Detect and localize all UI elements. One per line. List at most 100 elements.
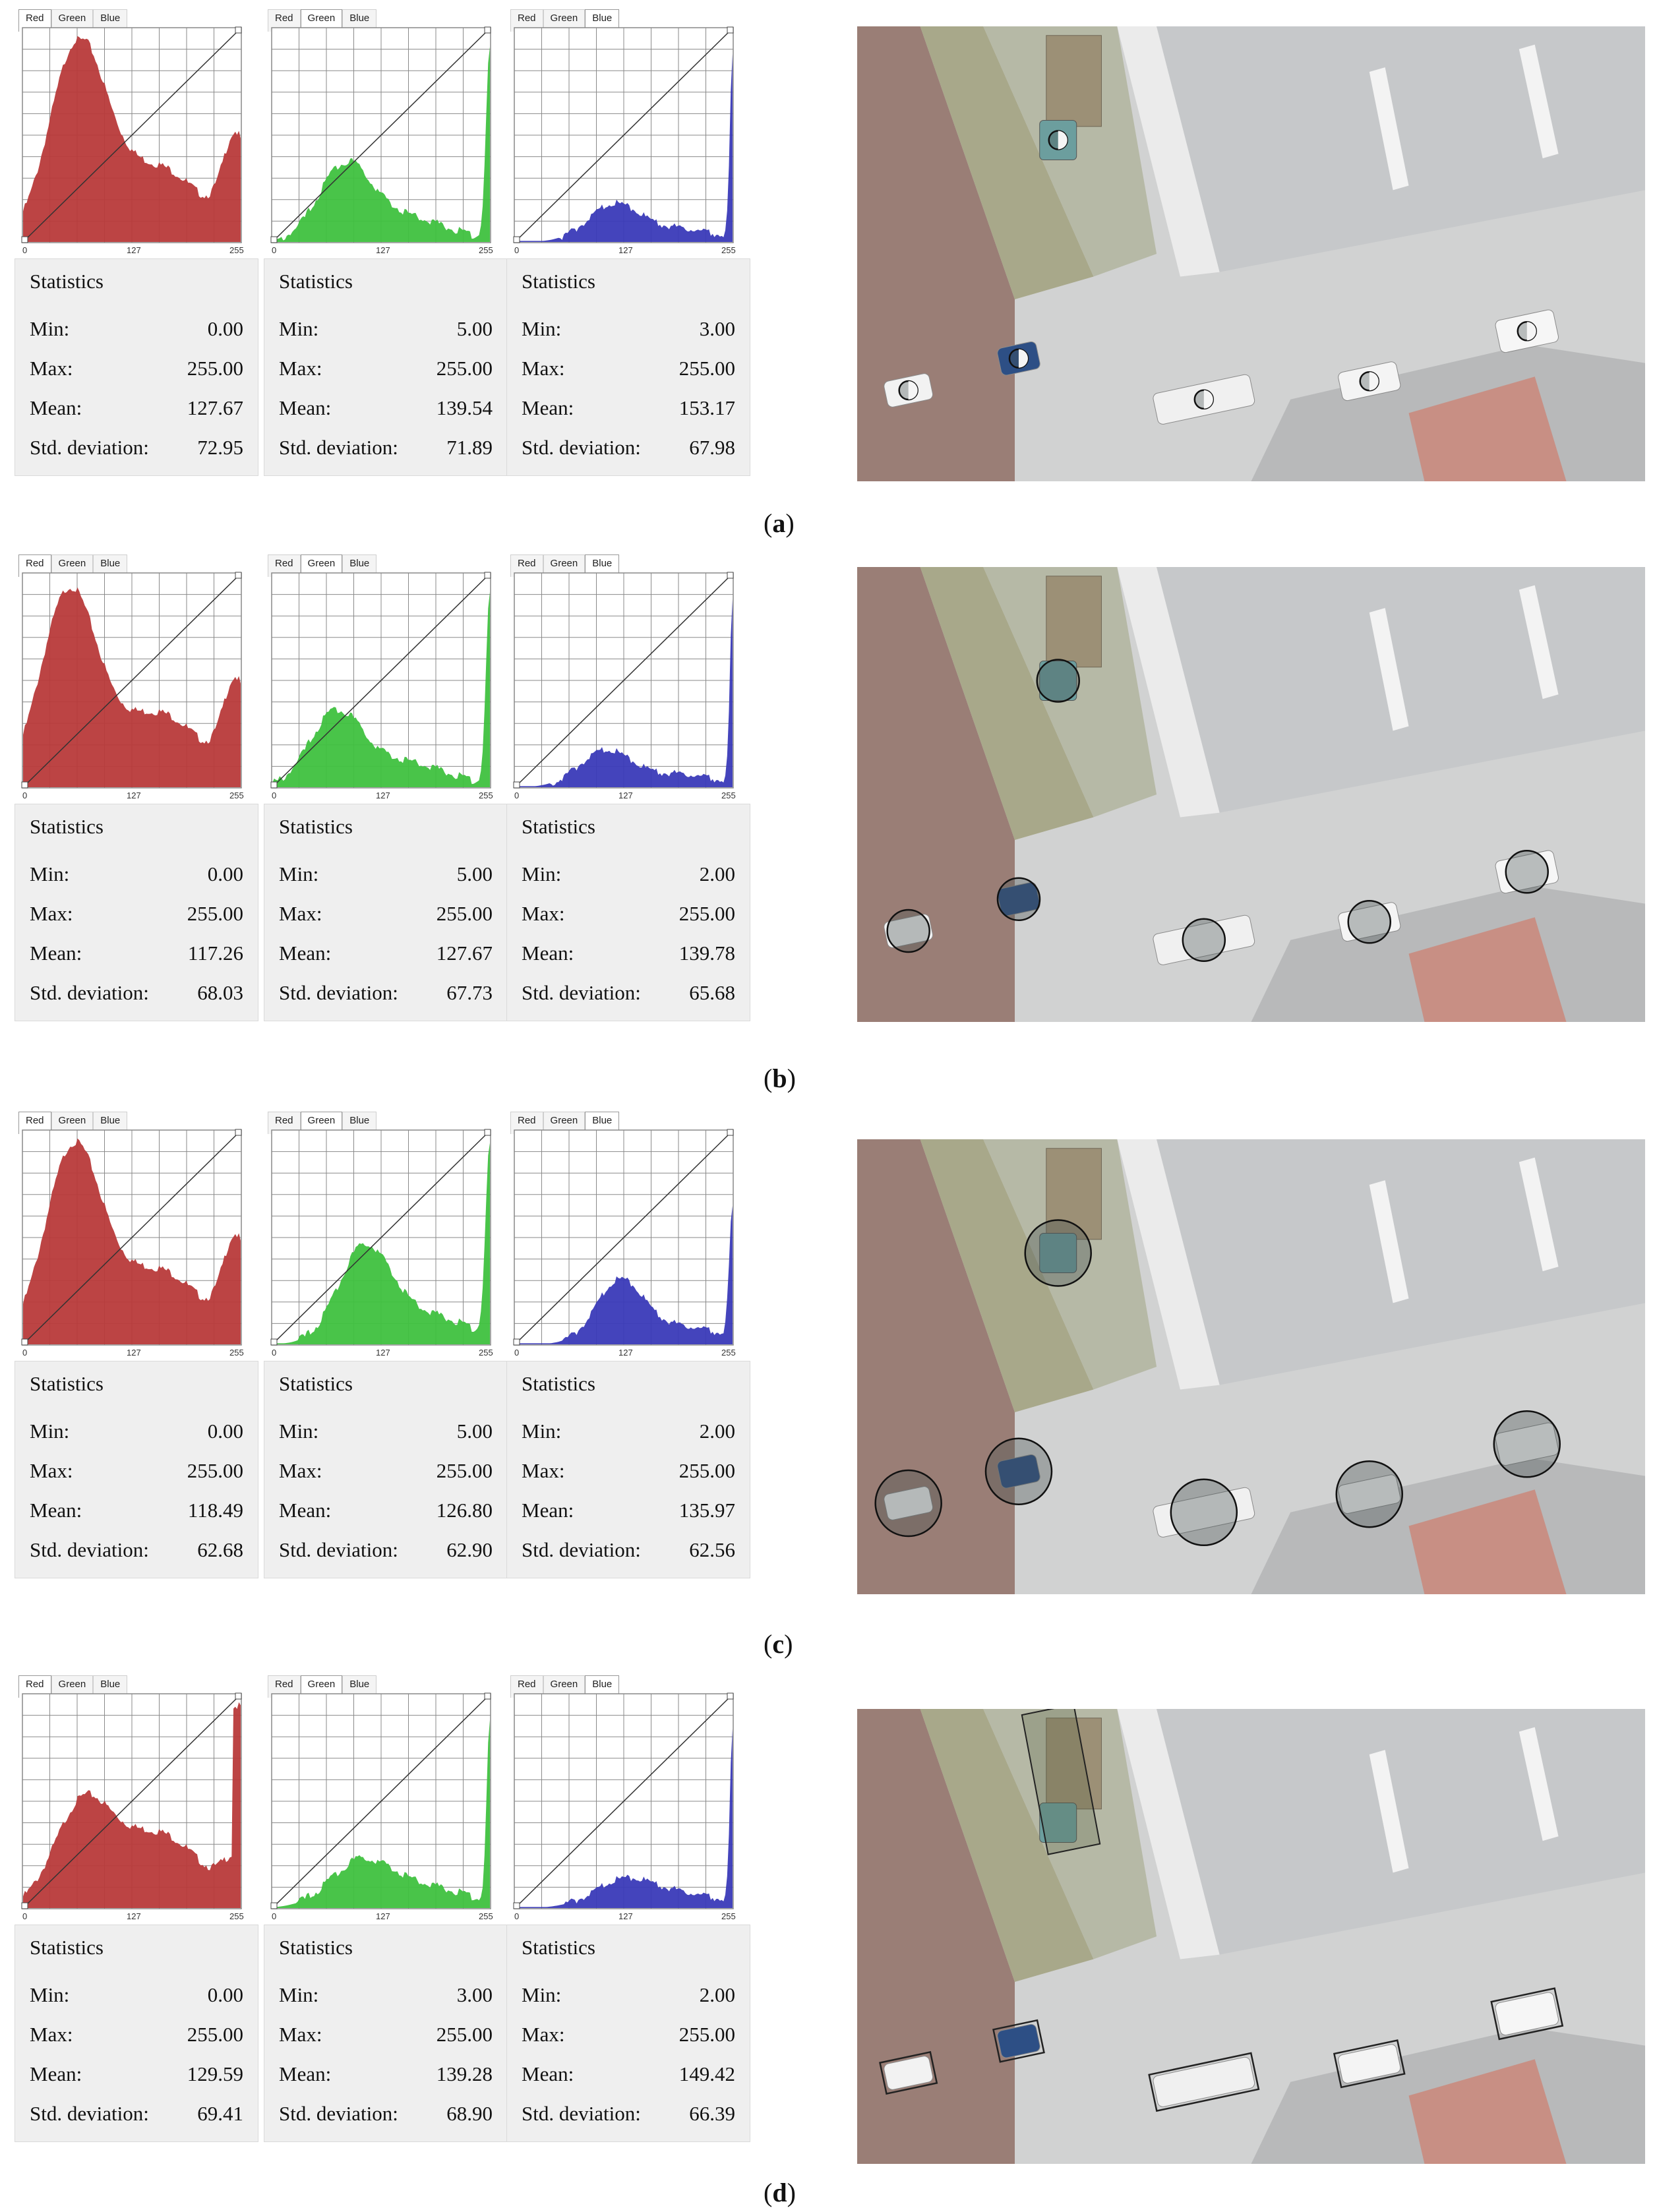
stat-row-max: Max: 255.00 bbox=[30, 2023, 243, 2047]
curve-handle-bottom bbox=[21, 781, 28, 789]
tone-curve-line bbox=[23, 574, 241, 787]
vehicle bbox=[1338, 1474, 1401, 1514]
stat-row-min: Min: 0.00 bbox=[30, 317, 243, 341]
statistics-box: Statistics Min: 2.00 Max: 255.00 Mean: 139.78 S… bbox=[506, 804, 750, 1021]
tab-green[interactable]: Green bbox=[51, 9, 94, 32]
stat-row-min: Min: 0.00 bbox=[30, 1420, 243, 1443]
axis-tick-label: 255 bbox=[229, 1911, 244, 1921]
roof-vent bbox=[1369, 1750, 1409, 1873]
stat-label: Mean: bbox=[30, 1499, 82, 1522]
stat-value: 0.00 bbox=[207, 862, 243, 885]
panel-caption-letter: a bbox=[772, 508, 786, 538]
curve-handle-bottom bbox=[21, 236, 28, 243]
aerial-photo bbox=[857, 1709, 1645, 2164]
stat-label: Std. deviation: bbox=[30, 436, 149, 459]
stat-value: 72.95 bbox=[197, 436, 243, 459]
stat-row-max: Max: 255.00 bbox=[279, 902, 493, 926]
histogram-area bbox=[515, 53, 733, 242]
stat-label: Mean: bbox=[279, 1499, 332, 1522]
stat-value: 139.28 bbox=[436, 2062, 493, 2085]
stat-label: Std. deviation: bbox=[30, 2102, 149, 2125]
stat-row-max: Max: 255.00 bbox=[522, 902, 735, 926]
curve-handle-bottom bbox=[21, 1902, 28, 1909]
detection-polygon bbox=[1021, 1709, 1101, 1855]
tone-curve-line bbox=[272, 28, 490, 242]
vegetation-strip bbox=[920, 1709, 1094, 1982]
stat-value: 3.00 bbox=[456, 1983, 493, 2006]
stat-label: Std. deviation: bbox=[279, 1538, 398, 1561]
stat-label: Min: bbox=[279, 862, 319, 885]
axis-tick-label: 127 bbox=[127, 1911, 141, 1921]
statistics-title: Statistics bbox=[30, 1936, 104, 1959]
figure-panel-d: Red Green Blue 0 127 255 Statistics Min: 0.00 Max… bbox=[0, 1671, 1655, 2207]
stat-label: Max: bbox=[279, 2023, 322, 2046]
axis-tick-label: 0 bbox=[22, 791, 28, 800]
vehicle bbox=[1153, 2056, 1255, 2107]
curve-handle-top bbox=[727, 1692, 734, 1700]
curve-handle-bottom bbox=[513, 1338, 520, 1346]
vehicle bbox=[1495, 850, 1559, 894]
roof-vent bbox=[1369, 608, 1409, 731]
stat-value: 65.68 bbox=[689, 981, 735, 1004]
axis-tick-label: 127 bbox=[127, 791, 141, 800]
stat-value: 118.49 bbox=[187, 1499, 243, 1522]
stat-row-std: Std. deviation: 67.98 bbox=[522, 436, 735, 460]
detection-circle bbox=[1182, 918, 1226, 963]
stat-row-std: Std. deviation: 65.68 bbox=[522, 981, 735, 1005]
stat-value: 126.80 bbox=[436, 1499, 493, 1522]
roof-vent bbox=[1369, 1180, 1409, 1303]
stat-label: Min: bbox=[522, 1420, 562, 1443]
stat-label: Min: bbox=[522, 317, 562, 340]
vehicle bbox=[997, 1454, 1040, 1489]
vehicle bbox=[1338, 2044, 1401, 2084]
channel-panel-green: Red Green Blue 0 127 255 Statistics Min: 3.00 Max… bbox=[264, 1671, 508, 2146]
stat-row-max: Max: 255.00 bbox=[279, 357, 493, 380]
tiled-roof-left bbox=[857, 1709, 1015, 2164]
stat-value: 5.00 bbox=[456, 317, 493, 340]
histogram-green bbox=[270, 1692, 491, 1909]
stat-row-min: Min: 0.00 bbox=[30, 862, 243, 886]
channel-panel-green: Red Green Blue 0 127 255 Statistics Min: 5.00 Max… bbox=[264, 551, 508, 1025]
statistics-title: Statistics bbox=[279, 815, 353, 838]
stat-row-mean: Mean: 135.97 bbox=[522, 1499, 735, 1522]
stat-value: 2.00 bbox=[699, 1420, 735, 1443]
detection-circle bbox=[1036, 659, 1080, 703]
curve-handle-bottom bbox=[21, 1338, 28, 1346]
vehicle bbox=[1338, 902, 1401, 942]
histogram-green bbox=[270, 572, 491, 789]
stat-label: Std. deviation: bbox=[522, 1538, 641, 1561]
axis-tick-label: 127 bbox=[618, 791, 633, 800]
detection-circle bbox=[1505, 850, 1549, 894]
tone-curve-line bbox=[515, 28, 733, 242]
channel-panel-blue: Red Green Blue 0 127 255 Statistics Min: 2.00 Max… bbox=[506, 551, 750, 1025]
tone-curve-line bbox=[515, 1131, 733, 1344]
stat-row-max: Max: 255.00 bbox=[279, 2023, 493, 2047]
channel-panel-green: Red Green Blue 0 127 255 Statistics Min: 5.00 Max… bbox=[264, 1108, 508, 1582]
stat-row-mean: Mean: 118.49 bbox=[30, 1499, 243, 1522]
axis-tick-label: 0 bbox=[514, 1348, 520, 1358]
stat-row-min: Min: 5.00 bbox=[279, 862, 493, 886]
vehicle bbox=[1495, 1422, 1559, 1466]
axis-tick-label: 127 bbox=[127, 1348, 141, 1358]
axis-tick-label: 0 bbox=[514, 791, 520, 800]
stat-value: 153.17 bbox=[678, 396, 735, 419]
stat-label: Mean: bbox=[522, 2062, 574, 2085]
stat-label: Min: bbox=[30, 1420, 70, 1443]
axis-tick-label: 127 bbox=[618, 1348, 633, 1358]
stat-row-std: Std. deviation: 69.41 bbox=[30, 2102, 243, 2126]
histogram-green bbox=[270, 26, 491, 243]
stat-value: 68.03 bbox=[197, 981, 243, 1004]
detection-circle bbox=[1170, 1478, 1238, 1547]
stat-value: 255.00 bbox=[678, 357, 735, 380]
white-wall bbox=[1117, 567, 1220, 818]
stat-value: 127.67 bbox=[436, 942, 493, 965]
truck-bed bbox=[1046, 576, 1102, 668]
axis-tick-label: 0 bbox=[272, 1911, 277, 1921]
detection-circle-half bbox=[1526, 322, 1536, 341]
stat-row-mean: Mean: 139.78 bbox=[522, 942, 735, 965]
stat-row-min: Min: 2.00 bbox=[522, 1420, 735, 1443]
roof-vent bbox=[1519, 1157, 1559, 1272]
axis-tick-label: 255 bbox=[479, 245, 493, 255]
statistics-box: Statistics Min: 2.00 Max: 255.00 Mean: 135.97 S… bbox=[506, 1361, 750, 1578]
histogram-blue bbox=[513, 1129, 734, 1346]
